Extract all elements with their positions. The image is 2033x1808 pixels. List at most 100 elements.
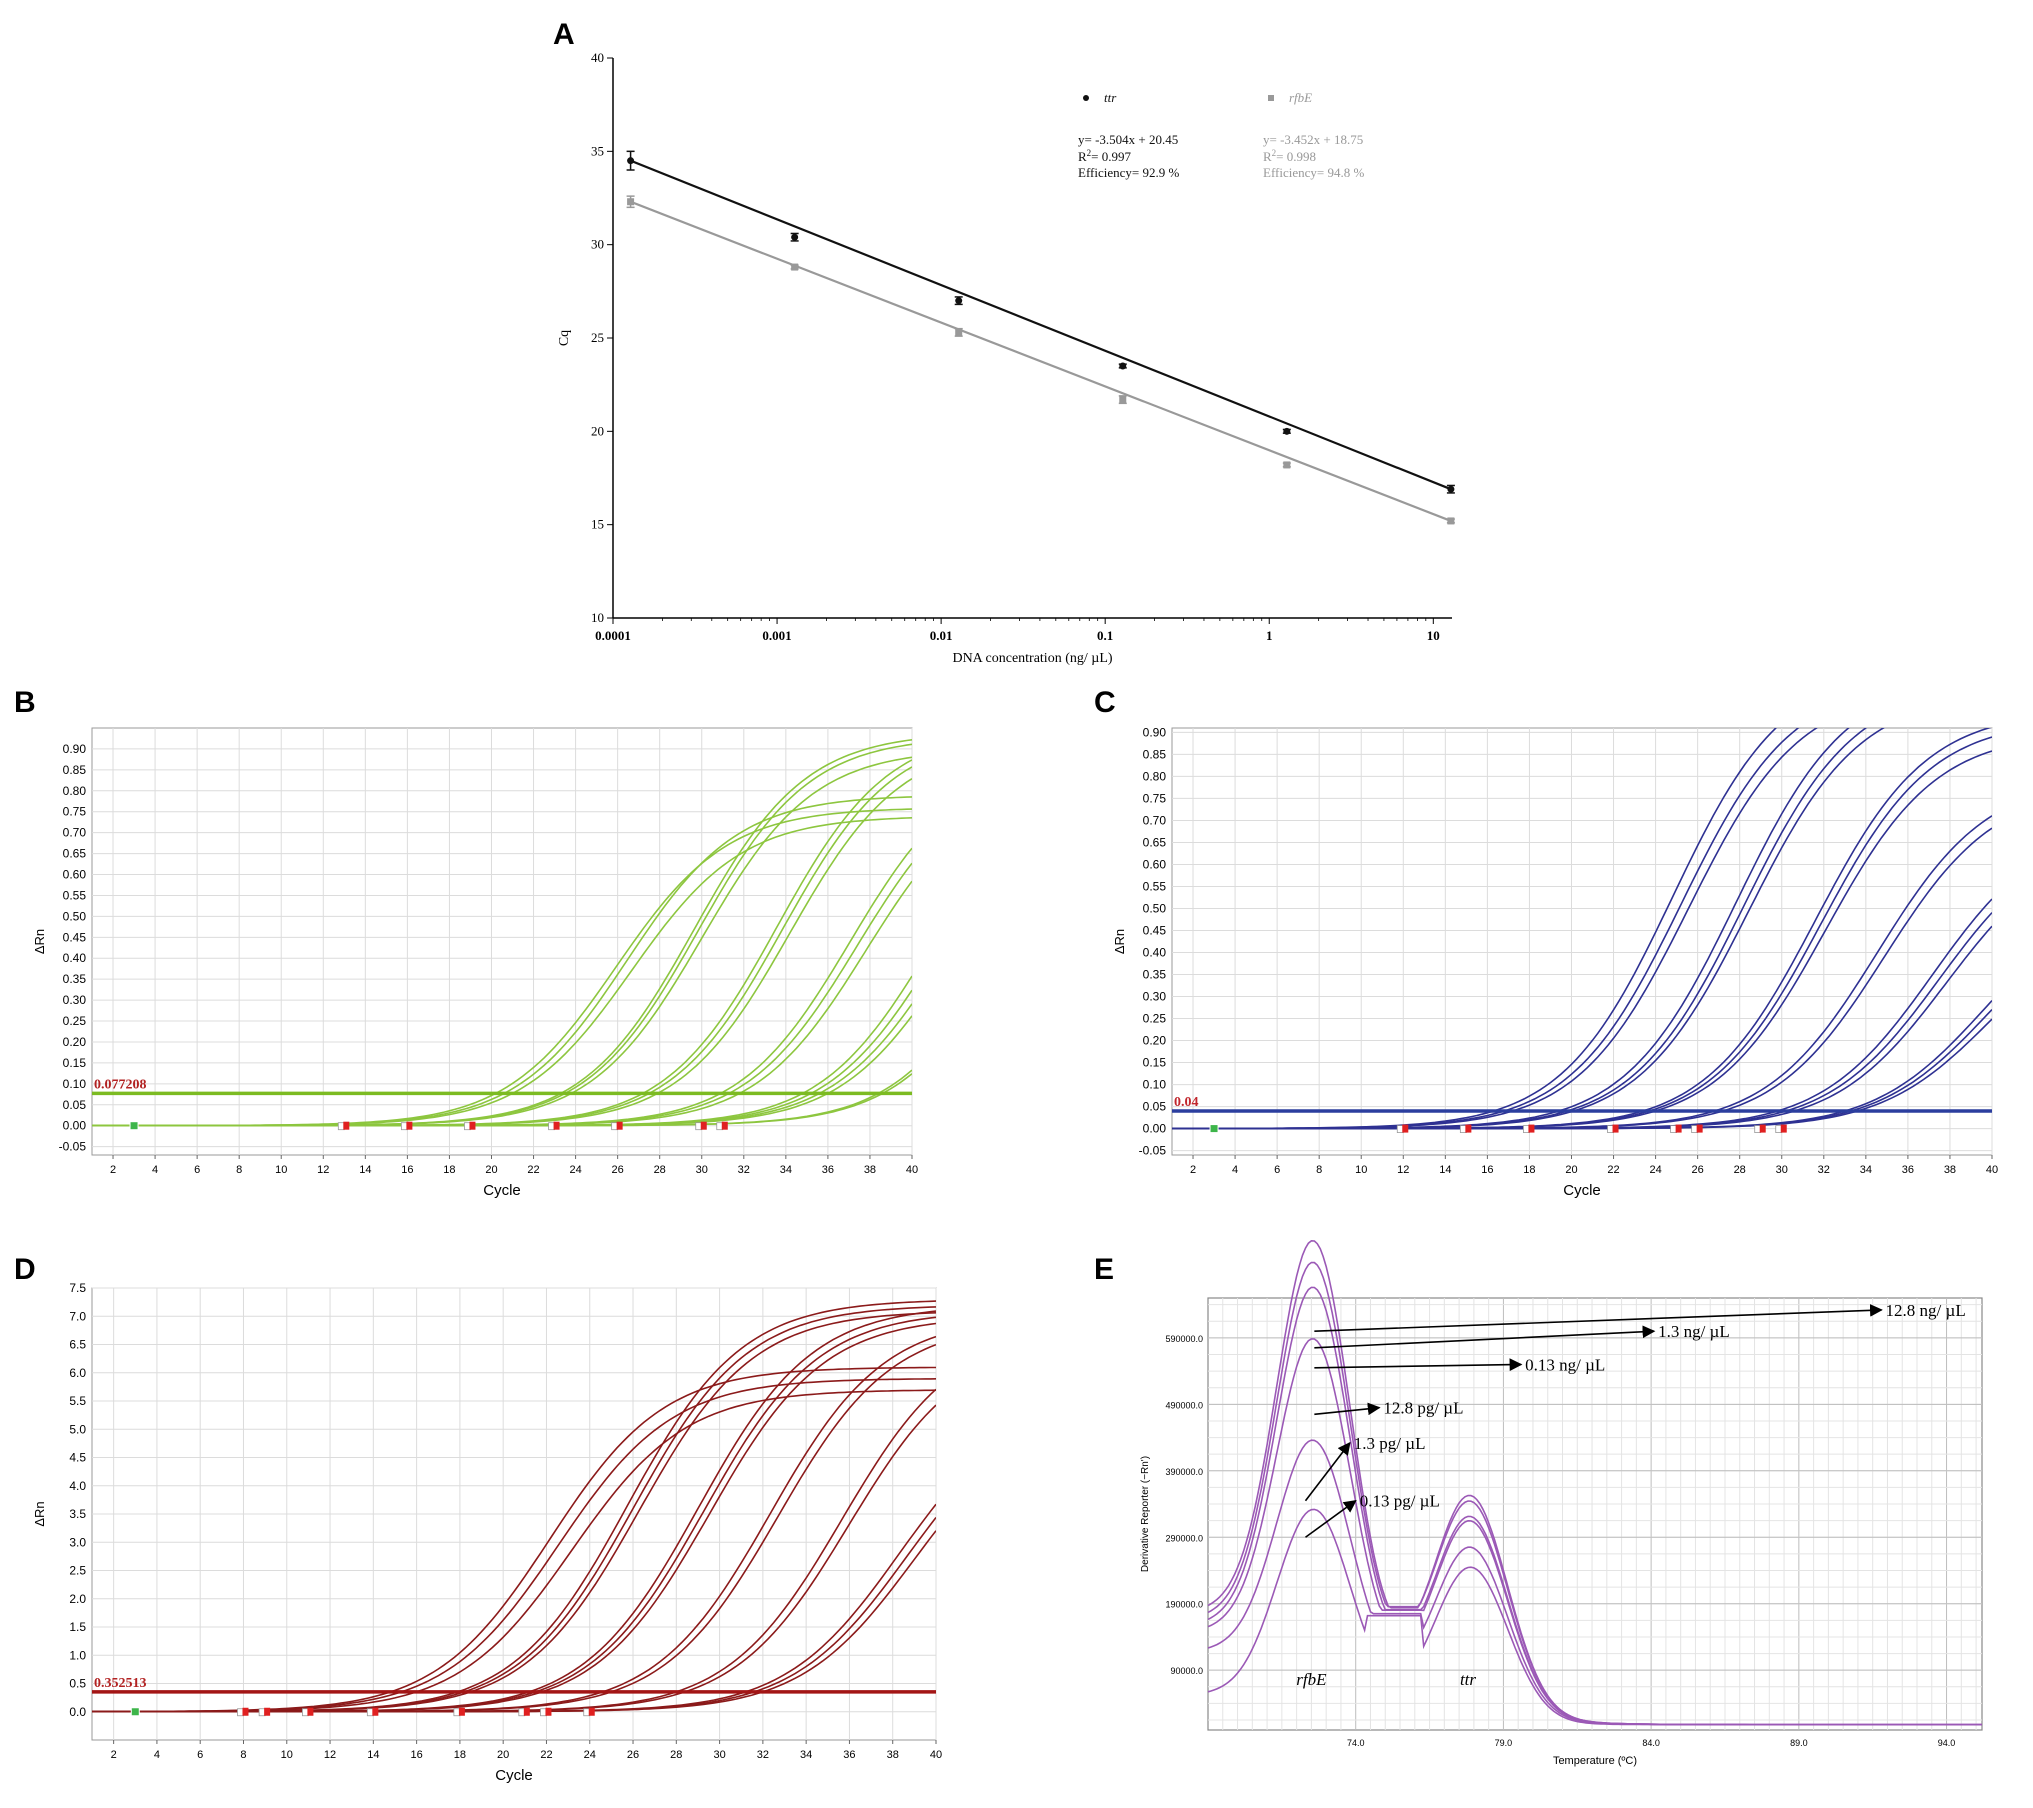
x-tick-label: 10: [281, 1749, 293, 1761]
baseline-end-marker: [1759, 1124, 1766, 1133]
peak-arrow: [1314, 1325, 1656, 1349]
y-tick-label: 0.05: [63, 1098, 87, 1112]
x-tick-label: 14: [367, 1749, 379, 1761]
y-tick-label: 15: [591, 517, 604, 532]
data-point-ttr: [1119, 362, 1127, 370]
x-tick-label: 32: [1818, 1164, 1830, 1176]
y-tick-label: 0.10: [63, 1077, 87, 1091]
data-point-ttr: [955, 297, 963, 305]
x-tick-label: 32: [738, 1164, 750, 1176]
peak-arrow: [1314, 1358, 1523, 1372]
y-tick-label: 0.70: [1143, 813, 1167, 827]
chart-d-amplification-plot: 0.0 0.5 1.0 1.5 2.0 2.5 3.0 3.5 4.0 4.5 5.0 5.5 6.0 6…: [32, 1281, 942, 1784]
x-tick-label: 18: [1523, 1164, 1535, 1176]
x-tick-label: 24: [569, 1164, 581, 1176]
melt-curve: [1207, 1508, 1982, 1726]
data-point-rfbE: [627, 198, 635, 206]
y-tick-label: 0.00: [1143, 1122, 1167, 1136]
y-tick-label: 5.0: [69, 1422, 86, 1436]
x-tick-label: 26: [627, 1749, 639, 1761]
x-tick-label: 0.001: [762, 628, 791, 643]
y-tick-label: 0.65: [1143, 835, 1167, 849]
y-tick-label: 20: [591, 423, 604, 438]
baseline-end-marker: [242, 1707, 249, 1716]
y-tick-label: 10: [591, 610, 604, 625]
y-tick-label: 0.10: [1143, 1078, 1167, 1092]
baseline-end-marker: [372, 1707, 379, 1716]
x-tick-label: 2: [1190, 1164, 1196, 1176]
data-point-rfbE: [1119, 396, 1127, 404]
x-tick-label: 36: [1902, 1164, 1914, 1176]
x-tick-label: 6: [194, 1164, 200, 1176]
y-tick-label: 0.40: [63, 951, 87, 965]
x-tick-label: 0.1: [1097, 628, 1113, 643]
x-tick-label: 22: [1607, 1164, 1619, 1176]
x-tick-label: 6: [197, 1749, 203, 1761]
y-axis-label: ΔRn: [32, 929, 47, 954]
x-tick-label: 36: [843, 1749, 855, 1761]
panel-label-c: C: [1094, 686, 1116, 719]
x-tick-label: 16: [401, 1164, 413, 1176]
data-point-ttr: [627, 157, 635, 165]
chart-e-melt-curve: 90000.0 190000.0 290000.0 390000.0 490000.0 5…: [1140, 1239, 1983, 1767]
baseline-end-marker: [523, 1707, 530, 1716]
threshold-label: 0.077208: [94, 1077, 147, 1092]
equation-rfbE: y= -3.452x + 18.75: [1263, 132, 1363, 147]
baseline-end-marker: [616, 1121, 623, 1130]
legend-label-ttr: ttr: [1104, 90, 1117, 105]
x-tick-label: 38: [1944, 1164, 1956, 1176]
y-tick-label: 0.90: [63, 742, 87, 756]
curve-group: [92, 1300, 936, 1713]
data-point-rfbE: [1283, 461, 1291, 469]
efficiency-rfbE: Efficiency= 94.8 %: [1263, 165, 1364, 180]
y-tick-label: 6.5: [69, 1338, 86, 1352]
x-tick-label: 1: [1266, 628, 1273, 643]
r-squared-exponent: 2: [1087, 148, 1092, 158]
baseline-start-marker: [1209, 1124, 1219, 1134]
x-tick-label: 12: [1397, 1164, 1409, 1176]
y-tick-label: 0.85: [63, 763, 87, 777]
chart-c-amplification-plot: -0.05 0.00 0.05 0.10 0.15 0.20 0.25 0.30 0.35 0.4…: [1112, 725, 1998, 1199]
peak-label: 0.13 pg/ µL: [1360, 1492, 1440, 1511]
legend-marker-rfbE: [1268, 95, 1274, 101]
y-tick-label: 0.75: [63, 805, 87, 819]
x-tick-label: 32: [757, 1749, 769, 1761]
baseline-end-marker: [1696, 1124, 1703, 1133]
y-tick-label: 0.15: [1143, 1056, 1167, 1070]
y-tick-label: 40: [591, 50, 604, 65]
x-tick-label: 0.0001: [595, 628, 631, 643]
x-tick-label: 89.0: [1790, 1738, 1808, 1748]
peak-label: 1.3 pg/ µL: [1354, 1434, 1426, 1453]
data-point-ttr: [791, 233, 799, 241]
r-squared-prefix: R: [1263, 149, 1272, 164]
y-axis-label: Derivative Reporter (−Rn'): [1140, 1456, 1151, 1572]
y-tick-label: 0.45: [63, 930, 87, 944]
y-tick-label: 2.5: [69, 1564, 86, 1578]
y-tick-label: 7.0: [69, 1309, 86, 1323]
x-tick-label: 16: [410, 1749, 422, 1761]
x-axis-label: Cycle: [495, 1767, 533, 1784]
y-tick-label: 3.5: [69, 1507, 86, 1521]
y-tick-label: 1.5: [69, 1620, 86, 1634]
amplification-curve: [92, 1530, 936, 1713]
x-tick-label: 10: [1427, 628, 1440, 643]
baseline-end-marker: [700, 1121, 707, 1130]
y-tick-label: 30: [591, 237, 604, 252]
y-tick-label: 6.0: [69, 1366, 86, 1380]
y-tick-label: 0.50: [63, 909, 87, 923]
y-tick-label: 0.80: [63, 784, 87, 798]
y-tick-label: 4.0: [69, 1479, 86, 1493]
y-tick-label: 0.00: [63, 1119, 87, 1133]
x-tick-label: 8: [236, 1164, 242, 1176]
equation-ttr: y= -3.504x + 20.45: [1078, 132, 1178, 147]
baseline-end-marker: [588, 1707, 595, 1716]
y-tick-label: 0.55: [1143, 879, 1167, 893]
x-tick-label: 0.01: [930, 628, 953, 643]
y-tick-label: 0.5: [69, 1677, 86, 1691]
baseline-end-marker: [1675, 1124, 1682, 1133]
x-tick-label: 12: [317, 1164, 329, 1176]
y-tick-label: 3.0: [69, 1535, 86, 1549]
baseline-end-marker: [721, 1121, 728, 1130]
baseline-end-marker: [264, 1707, 271, 1716]
x-tick-label: 36: [822, 1164, 834, 1176]
